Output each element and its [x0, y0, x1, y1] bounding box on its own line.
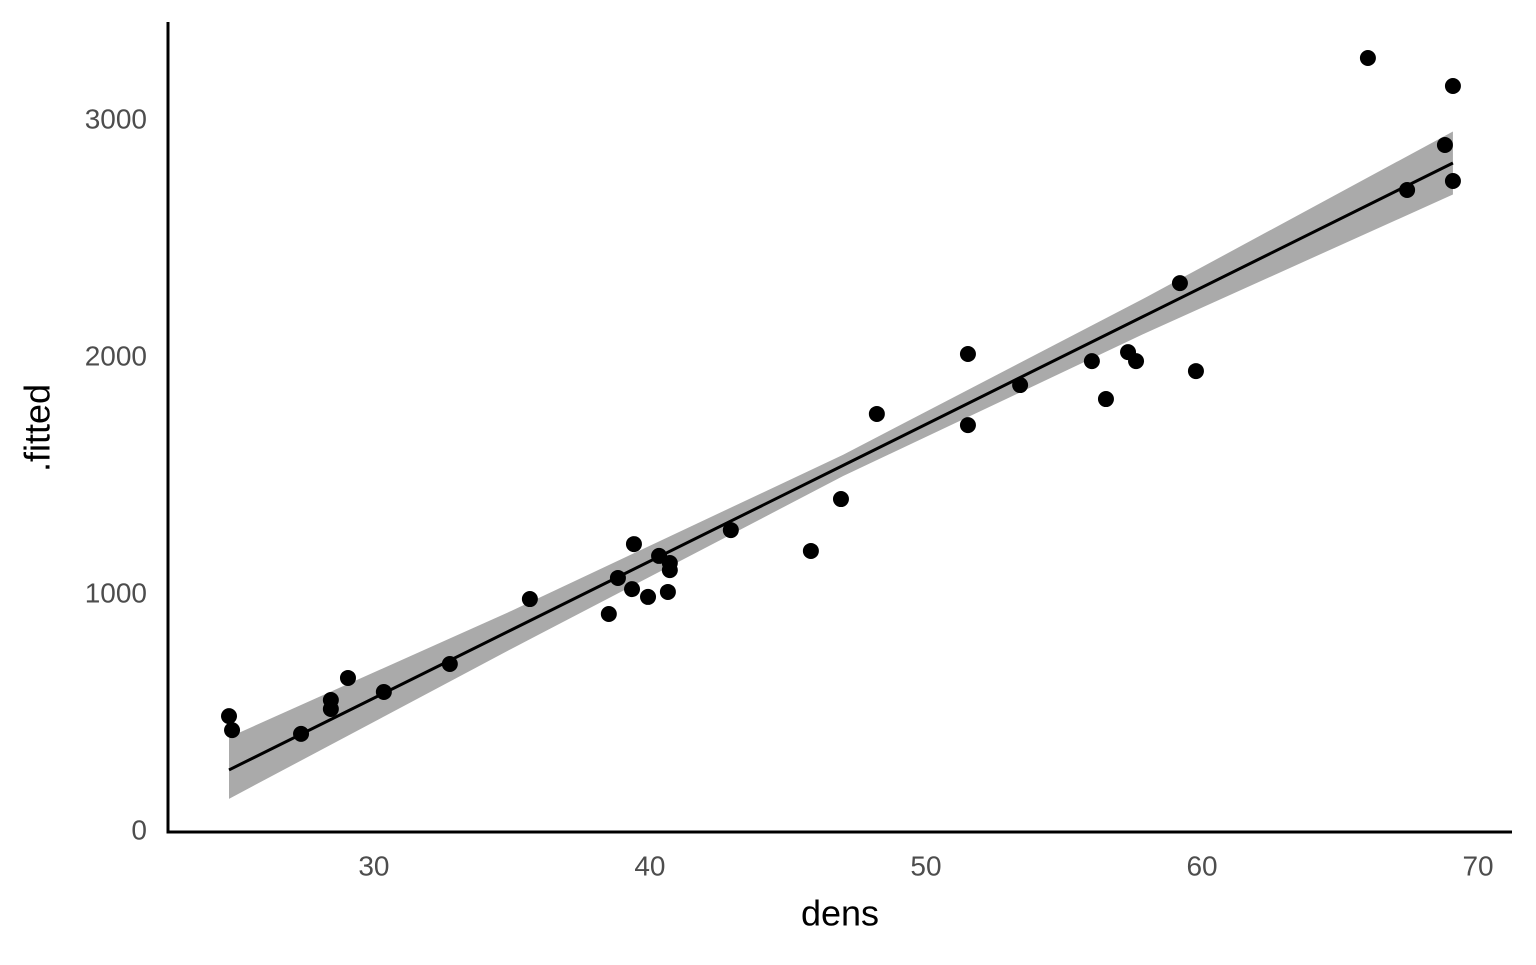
data-point: [802, 542, 819, 559]
data-point: [221, 708, 238, 725]
data-point: [441, 655, 458, 672]
data-point: [1359, 50, 1376, 67]
data-point: [293, 725, 310, 742]
data-point: [1097, 391, 1114, 408]
y-tick-label: 1000: [85, 577, 147, 608]
data-point: [1444, 173, 1461, 190]
x-tick-label: 60: [1186, 850, 1217, 881]
x-axis-title: dens: [801, 893, 879, 934]
y-axis-title: .fitted: [17, 384, 58, 472]
y-tick-label: 2000: [85, 340, 147, 371]
data-point: [339, 669, 356, 686]
data-point: [1187, 363, 1204, 380]
data-point: [1399, 182, 1416, 199]
data-point: [1444, 77, 1461, 94]
data-point: [959, 346, 976, 363]
data-point: [659, 583, 676, 600]
y-tick-label: 0: [131, 814, 147, 845]
x-tick-label: 40: [634, 850, 665, 881]
data-point: [1012, 377, 1029, 394]
data-point: [959, 417, 976, 434]
data-point: [624, 581, 641, 598]
data-point: [322, 692, 339, 709]
data-point: [1171, 275, 1188, 292]
data-point: [1436, 136, 1453, 153]
data-point: [832, 491, 849, 508]
data-point: [1083, 353, 1100, 370]
x-tick-label: 50: [910, 850, 941, 881]
x-tick-label: 30: [358, 850, 389, 881]
fit-line: [228, 161, 1454, 772]
data-point: [1128, 353, 1145, 370]
data-point: [868, 405, 885, 422]
y-tick-label: 3000: [85, 103, 147, 134]
data-point: [375, 683, 392, 700]
x-tick-label: 70: [1462, 850, 1493, 881]
data-point: [224, 722, 241, 739]
data-point: [661, 562, 678, 579]
data-point: [625, 536, 642, 553]
data-point: [600, 605, 617, 622]
data-point: [722, 522, 739, 539]
data-point: [609, 569, 626, 586]
data-point: [640, 588, 657, 605]
data-point: [521, 591, 538, 608]
